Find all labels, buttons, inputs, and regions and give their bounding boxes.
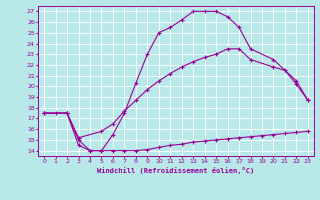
X-axis label: Windchill (Refroidissement éolien,°C): Windchill (Refroidissement éolien,°C) xyxy=(97,167,255,174)
